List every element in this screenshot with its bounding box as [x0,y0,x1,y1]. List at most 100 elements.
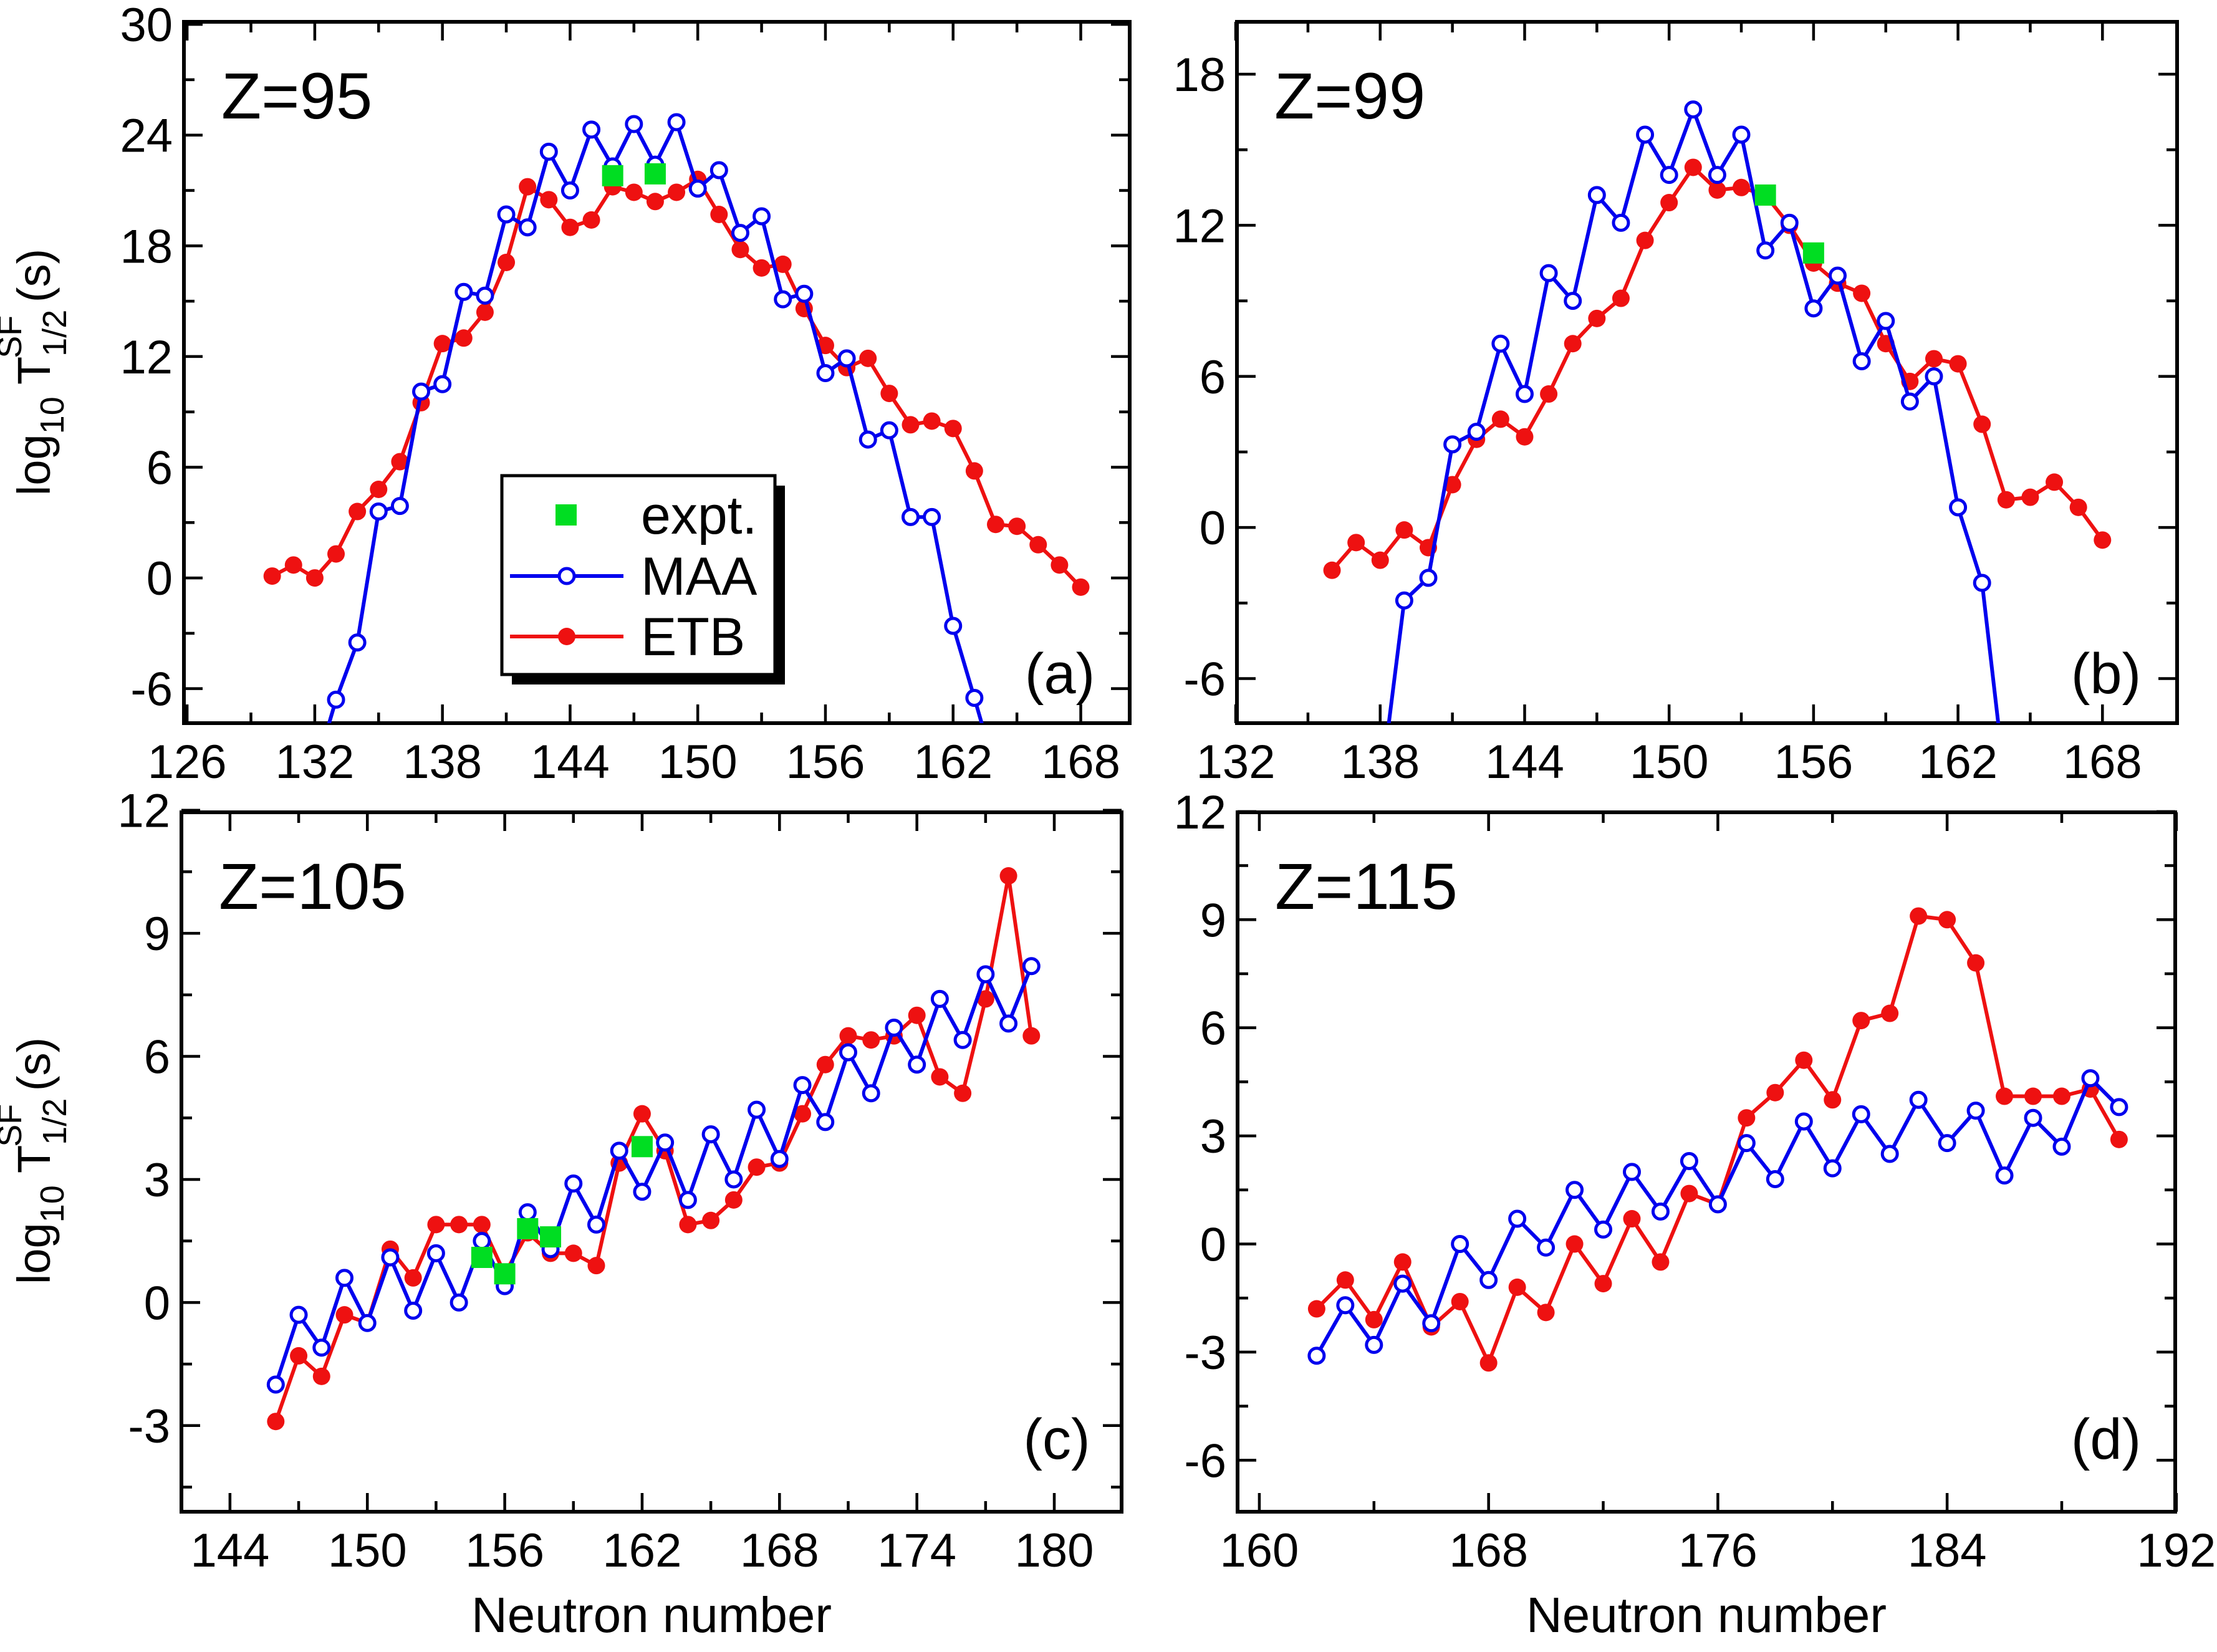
etb-point-marker [1660,194,1678,212]
maa-point-marker [1949,498,1968,517]
etb-point-marker [702,1211,720,1229]
maa-point-marker [1537,1238,1556,1257]
etb-point-marker [1636,231,1654,249]
maa-point-marker [885,1018,903,1037]
etb-point-marker [1395,521,1413,539]
maa-point-marker [678,1191,697,1209]
panel-a-ytick-label: 30 [120,0,173,52]
etb-point-marker [931,1068,949,1086]
legend-item-etb: ETB [510,607,745,667]
maa-point-marker [476,286,494,305]
etb-point-marker [1881,1004,1899,1022]
maa-point-marker [965,688,984,707]
maa-point-marker [1995,1166,2014,1185]
maa-point-marker [2110,1098,2128,1117]
maa-point-marker [587,1215,605,1234]
x-axis-title-d: Neutron number [1526,1587,1887,1643]
etb-point-marker [1766,1083,1784,1102]
maa-point-marker [454,282,473,301]
panel-a-series-expt [602,163,666,186]
etb-point-marker [1371,551,1389,569]
etb-point-marker [335,1306,353,1324]
legend-label-maa: MAA [641,547,757,607]
etb-point-marker [450,1216,468,1234]
panel-d-ytick-label: 9 [1200,894,1226,947]
y-axis-title-bottom: log10 T1/2SF (s) [0,1037,74,1284]
etb-point-marker [839,1027,857,1045]
maa-point-marker [1443,435,1462,454]
curve-maa [1315,1076,2121,1357]
panel-d-ytick-label: -3 [1184,1327,1226,1380]
maa-point-marker [1451,1235,1469,1254]
maa-point-marker [724,1170,743,1189]
etb-point-marker [976,990,994,1008]
panel-a-ytick-label: 0 [147,552,173,605]
y-axis-title-top: log10 T1/2SF (s) [0,249,74,496]
etb-point-marker [404,1269,422,1287]
panel-c-ytick-label: 12 [117,785,170,838]
etb-point-marker [1949,355,1967,373]
etb-point-marker [954,1084,972,1102]
etb-point-marker [1996,1087,2014,1105]
legend-label-etb: ETB [641,607,745,667]
etb-point-marker [473,1216,491,1234]
panel-c-corner-label: (c) [1023,1408,1090,1471]
maa-point-marker [1022,957,1041,976]
etb-point-marker [1852,1012,1870,1030]
etb-point-marker [1564,335,1582,353]
maa-point-marker [633,1183,652,1201]
maa-point-marker [1422,1314,1441,1333]
maa-point-marker [1680,1152,1698,1171]
etb-point-marker [1029,535,1047,554]
etb-point-marker [519,178,537,196]
panel-b-ytick-label: 12 [1173,199,1226,252]
maa-point-marker [2024,1108,2042,1127]
expt-point-marker [1754,184,1776,206]
panel-a-xtick-label: 156 [786,736,865,789]
etb-point-marker [748,1158,766,1176]
panel-b-xtick-label: 150 [1630,736,1709,789]
panel-a-title: Z=95 [221,60,372,133]
maa-point-marker [770,1150,789,1168]
etb-point-marker [880,385,898,403]
panel-d-frame [1236,810,2177,1514]
etb-point-marker [454,329,473,347]
etb-point-marker [1612,289,1630,307]
panel-c-xtick-label: 168 [740,1524,819,1577]
etb-point-marker [1708,181,1726,199]
legend-etb-circle-icon [558,628,575,645]
maa-point-marker [1393,1274,1412,1293]
legend-maa-circle-icon [557,567,576,585]
expt-point-marker [494,1263,516,1285]
maa-point-marker [1938,1134,1956,1153]
etb-point-marker [540,191,558,209]
panel-c-ytick-label: 0 [144,1277,170,1330]
etb-point-marker [923,412,941,430]
panel-d-xtick-label: 168 [1449,1524,1528,1577]
panel-a-xtick-label: 126 [148,736,227,789]
panel-d: 160 168 176 184 192 12 9 6 3 0 -3 -6 Z=115 (d) Neutron… [1173,786,2216,1643]
maa-point-marker [1684,100,1703,119]
panel-c-xtick-label: 150 [328,1524,407,1577]
panel-c-title: Z=105 [219,850,406,923]
maa-point-marker [731,224,749,243]
panel-a-xtick-label: 138 [403,736,482,789]
etb-point-marker [2094,531,2112,549]
etb-point-marker [1540,385,1558,403]
maa-point-marker [1612,213,1630,232]
etb-point-marker [731,241,749,259]
maa-point-marker [1419,569,1438,587]
panel-b-ytick-label: -6 [1183,653,1226,706]
etb-point-marker [587,1257,605,1275]
maa-point-marker [667,113,686,132]
maa-point-marker [335,1269,353,1287]
expt-point-marker [602,165,623,186]
etb-point-marker [794,1105,812,1123]
curve-etb [274,874,1034,1423]
etb-point-marker [1967,954,1985,972]
maa-point-marker [923,507,941,526]
maa-point-marker [1732,125,1751,144]
maa-point-marker [497,205,516,224]
